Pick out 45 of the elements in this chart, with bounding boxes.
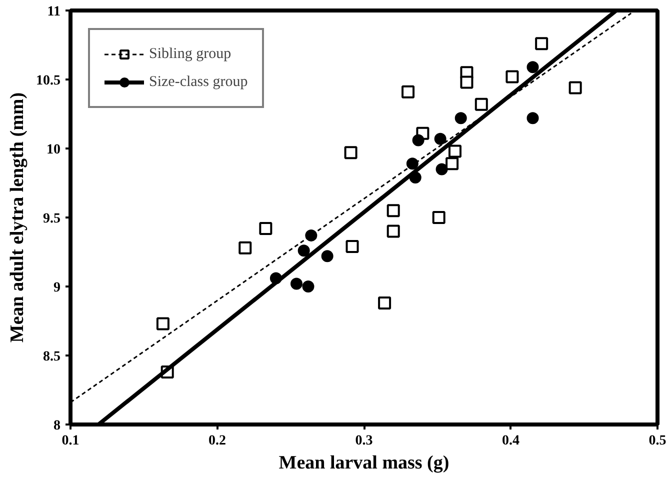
y-tick-label: 8.5 xyxy=(43,350,60,364)
point xyxy=(460,76,474,89)
point xyxy=(568,81,582,94)
point xyxy=(526,112,539,124)
y-axis-title: Mean adult elytra length (mm) xyxy=(7,92,28,343)
point xyxy=(238,241,252,254)
point xyxy=(526,61,539,74)
point xyxy=(402,85,415,98)
point xyxy=(406,158,418,170)
legend-label: Sibling group xyxy=(149,46,232,62)
point xyxy=(448,144,462,158)
x-axis-title: Mean larval mass (g) xyxy=(278,452,450,474)
point xyxy=(290,278,302,290)
y-tick-label: 10.5 xyxy=(36,74,60,88)
x-tick-label: 0.4 xyxy=(502,434,520,448)
point xyxy=(412,134,424,146)
point xyxy=(434,132,446,145)
x-tick-label: 0.2 xyxy=(208,434,226,448)
point xyxy=(156,317,170,330)
x-tick-label: 0.3 xyxy=(355,434,373,448)
point xyxy=(378,296,392,310)
legend-label: Size-class group xyxy=(149,74,248,90)
point xyxy=(321,250,334,262)
point xyxy=(446,157,459,170)
x-tick-label: 0.5 xyxy=(648,434,666,448)
point xyxy=(454,112,467,124)
point xyxy=(474,98,488,111)
point xyxy=(506,70,519,84)
point xyxy=(305,229,318,242)
point xyxy=(535,37,548,50)
point xyxy=(386,204,400,218)
point xyxy=(298,244,310,257)
y-tick-label: 9.5 xyxy=(43,212,60,226)
x-tick-label: 0.1 xyxy=(62,434,80,448)
point xyxy=(386,224,400,238)
point xyxy=(346,240,359,253)
y-tick-label: 8 xyxy=(54,418,60,434)
point xyxy=(344,146,358,160)
point xyxy=(432,211,446,224)
y-tick-label: 9 xyxy=(54,280,60,296)
point xyxy=(259,222,272,236)
y-tick-label: 11 xyxy=(47,4,61,20)
point xyxy=(302,280,314,292)
point xyxy=(436,163,448,176)
y-tick-label: 10 xyxy=(46,142,60,158)
